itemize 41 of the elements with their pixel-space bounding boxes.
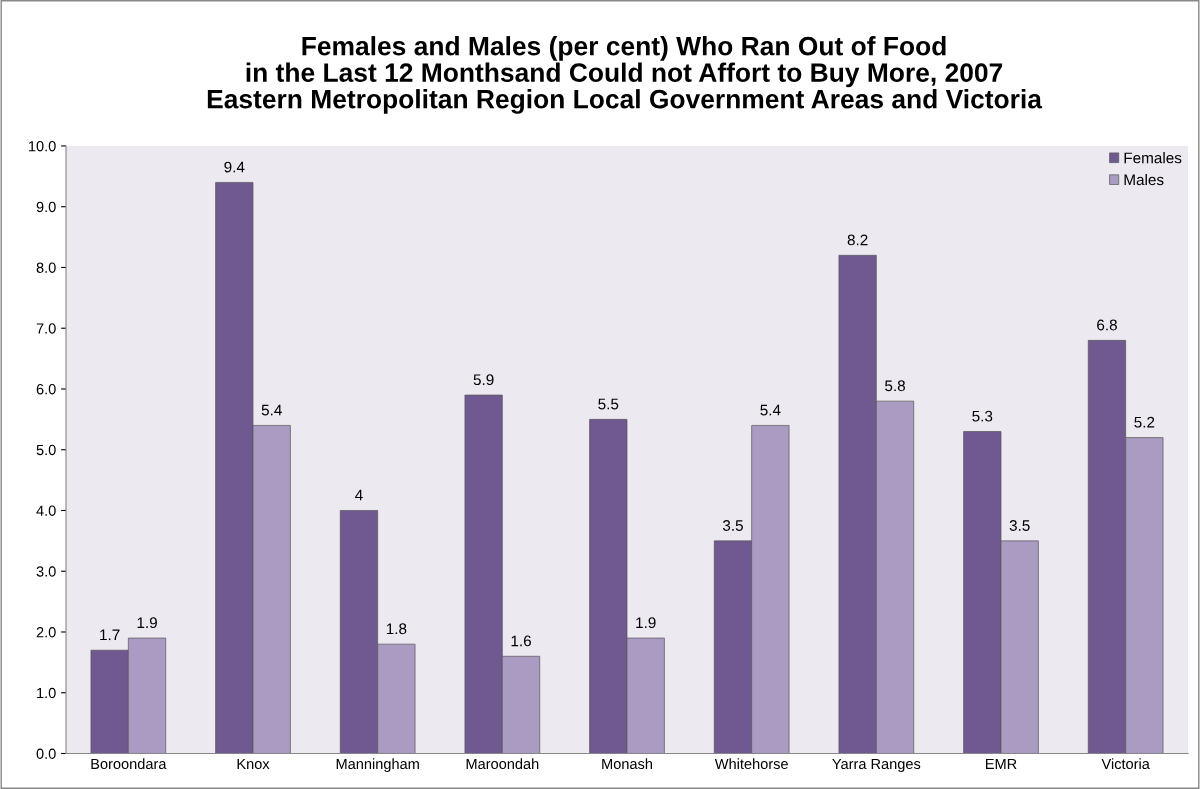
x-tick-label: Monash	[602, 758, 652, 770]
legend-label: Females	[1124, 152, 1182, 164]
data-label: 6.8	[1097, 319, 1117, 331]
data-label: 5.5	[598, 398, 619, 410]
y-tick-label: 1.0	[37, 687, 56, 699]
data-label: 1.9	[137, 617, 157, 629]
x-tick-label: Victoria	[1101, 758, 1150, 770]
data-label: 1.7	[100, 629, 120, 641]
x-tick-label: EMR	[985, 758, 1017, 769]
y-tick-label: 5.0	[36, 444, 56, 456]
data-label: 5.9	[473, 374, 494, 386]
x-tick-label: Whitehorse	[714, 758, 788, 770]
data-label: 8.2	[847, 234, 868, 246]
legend-label: Males	[1124, 173, 1164, 186]
data-label: 1.6	[511, 635, 531, 647]
y-tick-label: 3.0	[36, 566, 56, 577]
y-tick-label: 8.0	[36, 262, 56, 273]
x-tick-label: Manningham	[336, 758, 419, 772]
data-label: 5.4	[261, 404, 282, 416]
x-tick-label: Boroondara	[91, 758, 167, 770]
data-label: 1.9	[636, 617, 656, 629]
chart-title: Females and Males (per cent) Who Ran Out of Food in the Last 12 Monthsand Could not Affort to Buy More, 2007 Eastern Metropolitan Region Local Government Areas and Victoria	[207, 36, 1043, 114]
data-label: 9.4	[224, 161, 245, 173]
x-tick-label: Yarra Ranges	[832, 758, 921, 772]
y-tick-label: 10.0	[29, 141, 56, 152]
data-label: 5.4	[760, 404, 781, 416]
data-label: 5.3	[972, 410, 993, 422]
y-tick-label: 6.0	[36, 384, 56, 395]
data-label: 3.5	[722, 520, 743, 531]
y-tick-label: 4.0	[36, 505, 56, 516]
data-label: 4	[355, 489, 363, 501]
y-tick-label: 2.0	[36, 627, 56, 638]
x-tick-label: Maroondah	[466, 758, 539, 770]
data-label: 5.8	[885, 380, 905, 392]
y-tick-label: 7.0	[36, 323, 56, 334]
y-tick-label: 0.0	[36, 748, 56, 759]
data-label: 5.2	[1134, 416, 1155, 428]
data-label: 1.8	[386, 623, 407, 635]
data-label: 3.5	[1009, 520, 1030, 531]
y-tick-label: 9.0	[36, 201, 56, 213]
x-tick-label: Knox	[237, 758, 270, 770]
